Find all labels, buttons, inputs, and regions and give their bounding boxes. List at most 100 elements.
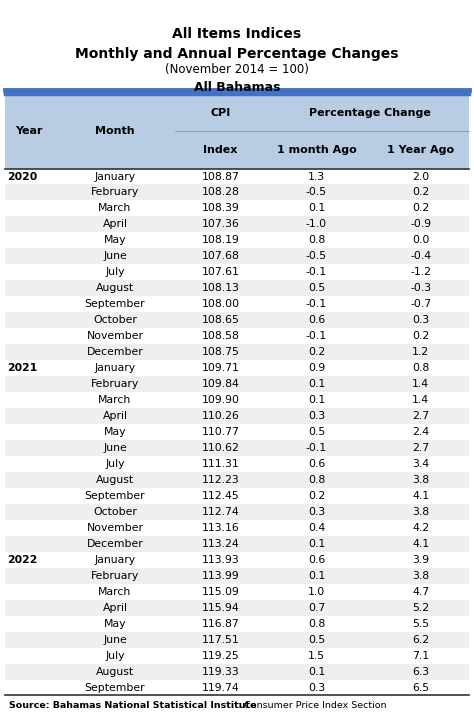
Text: 0.9: 0.9	[308, 363, 325, 373]
Text: 108.58: 108.58	[201, 331, 239, 341]
Text: 0.1: 0.1	[308, 379, 325, 389]
Bar	[5, 217, 469, 232]
Bar	[5, 568, 469, 584]
Text: August: August	[96, 475, 134, 485]
Text: 1 Year Ago: 1 Year Ago	[387, 145, 454, 155]
Text: 108.87: 108.87	[201, 171, 239, 181]
Text: 0.6: 0.6	[308, 555, 325, 565]
Text: 4.1: 4.1	[412, 491, 429, 501]
Text: January: January	[94, 363, 136, 373]
Text: 2.7: 2.7	[412, 443, 429, 453]
Text: 109.71: 109.71	[201, 363, 239, 373]
Text: 110.26: 110.26	[201, 411, 239, 421]
Text: : Consumer Price Index Section: : Consumer Price Index Section	[236, 701, 387, 711]
Text: 1.3: 1.3	[308, 171, 325, 181]
Text: 2.7: 2.7	[412, 411, 429, 421]
Text: August: August	[96, 667, 134, 677]
Text: 111.31: 111.31	[201, 459, 239, 469]
Bar	[5, 344, 469, 360]
Text: 2022: 2022	[7, 555, 37, 565]
Text: All Items Indices: All Items Indices	[173, 27, 301, 42]
Text: 0.5: 0.5	[308, 635, 325, 645]
Text: 108.00: 108.00	[201, 299, 239, 309]
Text: March: March	[98, 204, 132, 214]
Text: 0.7: 0.7	[308, 603, 325, 612]
Text: 0.2: 0.2	[308, 491, 325, 501]
Text: December: December	[87, 538, 143, 549]
Text: 110.62: 110.62	[201, 443, 239, 453]
Text: 0.1: 0.1	[308, 571, 325, 581]
Text: 2.4: 2.4	[412, 427, 429, 437]
Text: December: December	[87, 347, 143, 357]
Bar	[5, 440, 469, 456]
Text: June: June	[103, 252, 127, 262]
Text: 119.74: 119.74	[201, 683, 239, 693]
Bar	[5, 632, 469, 647]
Text: May: May	[104, 427, 126, 437]
Text: (November 2014 = 100): (November 2014 = 100)	[165, 63, 309, 76]
Text: June: June	[103, 443, 127, 453]
Text: 0.2: 0.2	[412, 331, 429, 341]
Text: 0.3: 0.3	[308, 507, 325, 517]
Text: 0.8: 0.8	[412, 363, 429, 373]
Text: 108.19: 108.19	[201, 235, 239, 245]
Text: February: February	[91, 187, 139, 197]
Text: 113.24: 113.24	[201, 538, 239, 549]
Text: September: September	[85, 299, 145, 309]
Text: July: July	[105, 459, 125, 469]
Text: -0.1: -0.1	[306, 267, 327, 277]
Text: 0.0: 0.0	[412, 235, 429, 245]
Text: 112.74: 112.74	[201, 507, 239, 517]
Text: 0.3: 0.3	[308, 411, 325, 421]
Text: 6.5: 6.5	[412, 683, 429, 693]
Text: All Bahamas: All Bahamas	[194, 81, 280, 94]
Bar	[5, 376, 469, 392]
Text: -0.1: -0.1	[306, 299, 327, 309]
Text: 0.1: 0.1	[308, 667, 325, 677]
Text: 117.51: 117.51	[201, 635, 239, 645]
Bar	[5, 472, 469, 488]
Bar	[5, 599, 469, 616]
Text: 113.16: 113.16	[201, 523, 239, 533]
Text: 110.77: 110.77	[201, 427, 239, 437]
Bar	[5, 312, 469, 328]
Text: 4.1: 4.1	[412, 538, 429, 549]
Text: July: July	[105, 267, 125, 277]
Text: Percentage Change: Percentage Change	[309, 108, 431, 118]
Text: February: February	[91, 379, 139, 389]
Text: January: January	[94, 555, 136, 565]
Bar	[5, 280, 469, 296]
Text: 107.68: 107.68	[201, 252, 239, 262]
Text: -0.9: -0.9	[410, 219, 431, 229]
Bar	[5, 94, 469, 168]
Text: May: May	[104, 235, 126, 245]
Text: 7.1: 7.1	[412, 650, 429, 660]
Text: 0.8: 0.8	[308, 235, 325, 245]
Text: April: April	[102, 411, 128, 421]
Text: 0.1: 0.1	[308, 538, 325, 549]
Text: 1.2: 1.2	[412, 347, 429, 357]
Bar	[5, 536, 469, 552]
Text: March: March	[98, 587, 132, 597]
Text: Year: Year	[15, 126, 42, 136]
Text: 1.0: 1.0	[308, 587, 325, 597]
Text: 0.5: 0.5	[308, 283, 325, 293]
Text: Month: Month	[95, 126, 135, 136]
Text: 107.61: 107.61	[201, 267, 239, 277]
Text: 113.93: 113.93	[201, 555, 239, 565]
Text: November: November	[86, 331, 144, 341]
Text: 108.65: 108.65	[201, 315, 239, 326]
Text: 108.13: 108.13	[201, 283, 239, 293]
Text: 108.39: 108.39	[201, 204, 239, 214]
Text: October: October	[93, 507, 137, 517]
Text: -0.4: -0.4	[410, 252, 431, 262]
Text: 3.8: 3.8	[412, 507, 429, 517]
Text: 112.45: 112.45	[201, 491, 239, 501]
Text: 6.3: 6.3	[412, 667, 429, 677]
Text: 113.99: 113.99	[201, 571, 239, 581]
Bar	[5, 408, 469, 424]
Text: -0.1: -0.1	[306, 443, 327, 453]
Text: 4.7: 4.7	[412, 587, 429, 597]
Text: 2021: 2021	[7, 363, 37, 373]
Text: 0.1: 0.1	[308, 395, 325, 405]
